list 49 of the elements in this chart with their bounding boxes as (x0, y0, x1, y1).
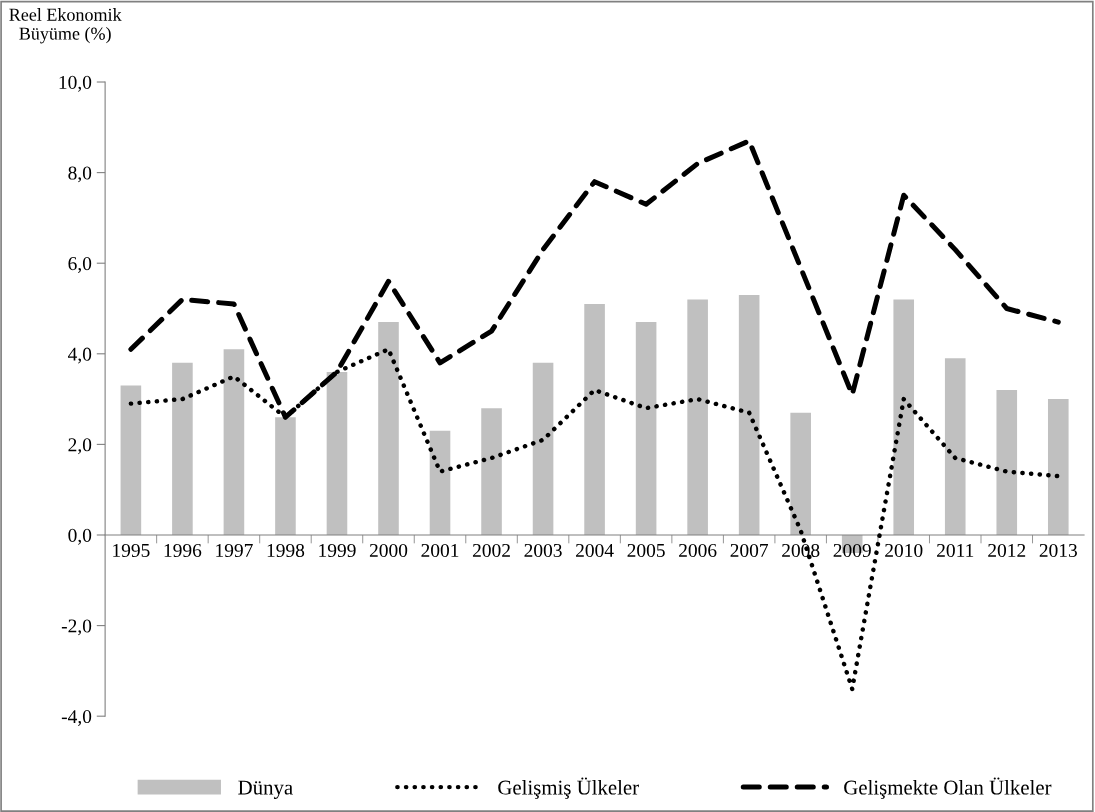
y-axis-title: Reel Ekonomik Büyüme (%) (9, 8, 122, 44)
x-tick-label: 1999 (319, 543, 356, 558)
bar (944, 358, 966, 535)
x-tick-label: 2004 (575, 543, 614, 558)
x-tick-label: 2009 (833, 543, 871, 558)
x-tick-label: 2011 (937, 543, 974, 558)
x-tick-label: 1996 (164, 543, 202, 558)
x-tick-label: 2001 (421, 543, 459, 558)
x-tick-label: 1995 (113, 543, 150, 558)
legend-label: Dünya (238, 780, 293, 799)
bar (738, 294, 760, 535)
bar (378, 322, 399, 535)
y-tick-label: -4,0 (61, 710, 92, 726)
y-tick-label: 0,0 (68, 528, 92, 545)
bar (275, 417, 296, 535)
x-tick-label: 1998 (267, 543, 305, 558)
bar (429, 430, 451, 535)
x-tick-label: 2003 (524, 543, 562, 558)
bar (1047, 399, 1069, 535)
bar (584, 303, 605, 535)
bar (172, 362, 193, 535)
bar (996, 390, 1018, 535)
x-tick-label: 2000 (369, 543, 408, 558)
bar (481, 408, 502, 535)
y-tick-label: 2,0 (68, 438, 92, 455)
bar (790, 412, 811, 535)
x-tick-label: 2002 (472, 543, 510, 558)
y-tick-label: 6,0 (68, 257, 92, 273)
x-tick-label: 2010 (885, 543, 923, 558)
bar (532, 362, 554, 535)
x-tick-label: 2007 (730, 543, 769, 558)
x-tick-label: 2005 (627, 543, 665, 558)
bar (687, 299, 708, 535)
y-tick-label: 10,0 (59, 75, 92, 92)
bar (326, 371, 348, 535)
y-tick-label: 4,0 (68, 347, 92, 364)
x-tick-label: 2012 (988, 543, 1026, 558)
bar (120, 385, 142, 535)
x-tick-label: 1997 (216, 543, 253, 558)
x-tick-label: 2008 (782, 543, 820, 558)
x-tick-label: 2006 (679, 543, 717, 558)
y-tick-label: -2,0 (61, 619, 92, 636)
bar (223, 349, 245, 535)
legend-label: Gelişmekte Olan Ülkeler (844, 777, 1052, 799)
bar (893, 299, 915, 535)
legend-label: Gelişmiş Ülkeler (498, 777, 639, 799)
bar (635, 322, 657, 535)
y-tick-label: 8,0 (68, 166, 92, 183)
x-tick-label: 2013 (1039, 543, 1077, 558)
